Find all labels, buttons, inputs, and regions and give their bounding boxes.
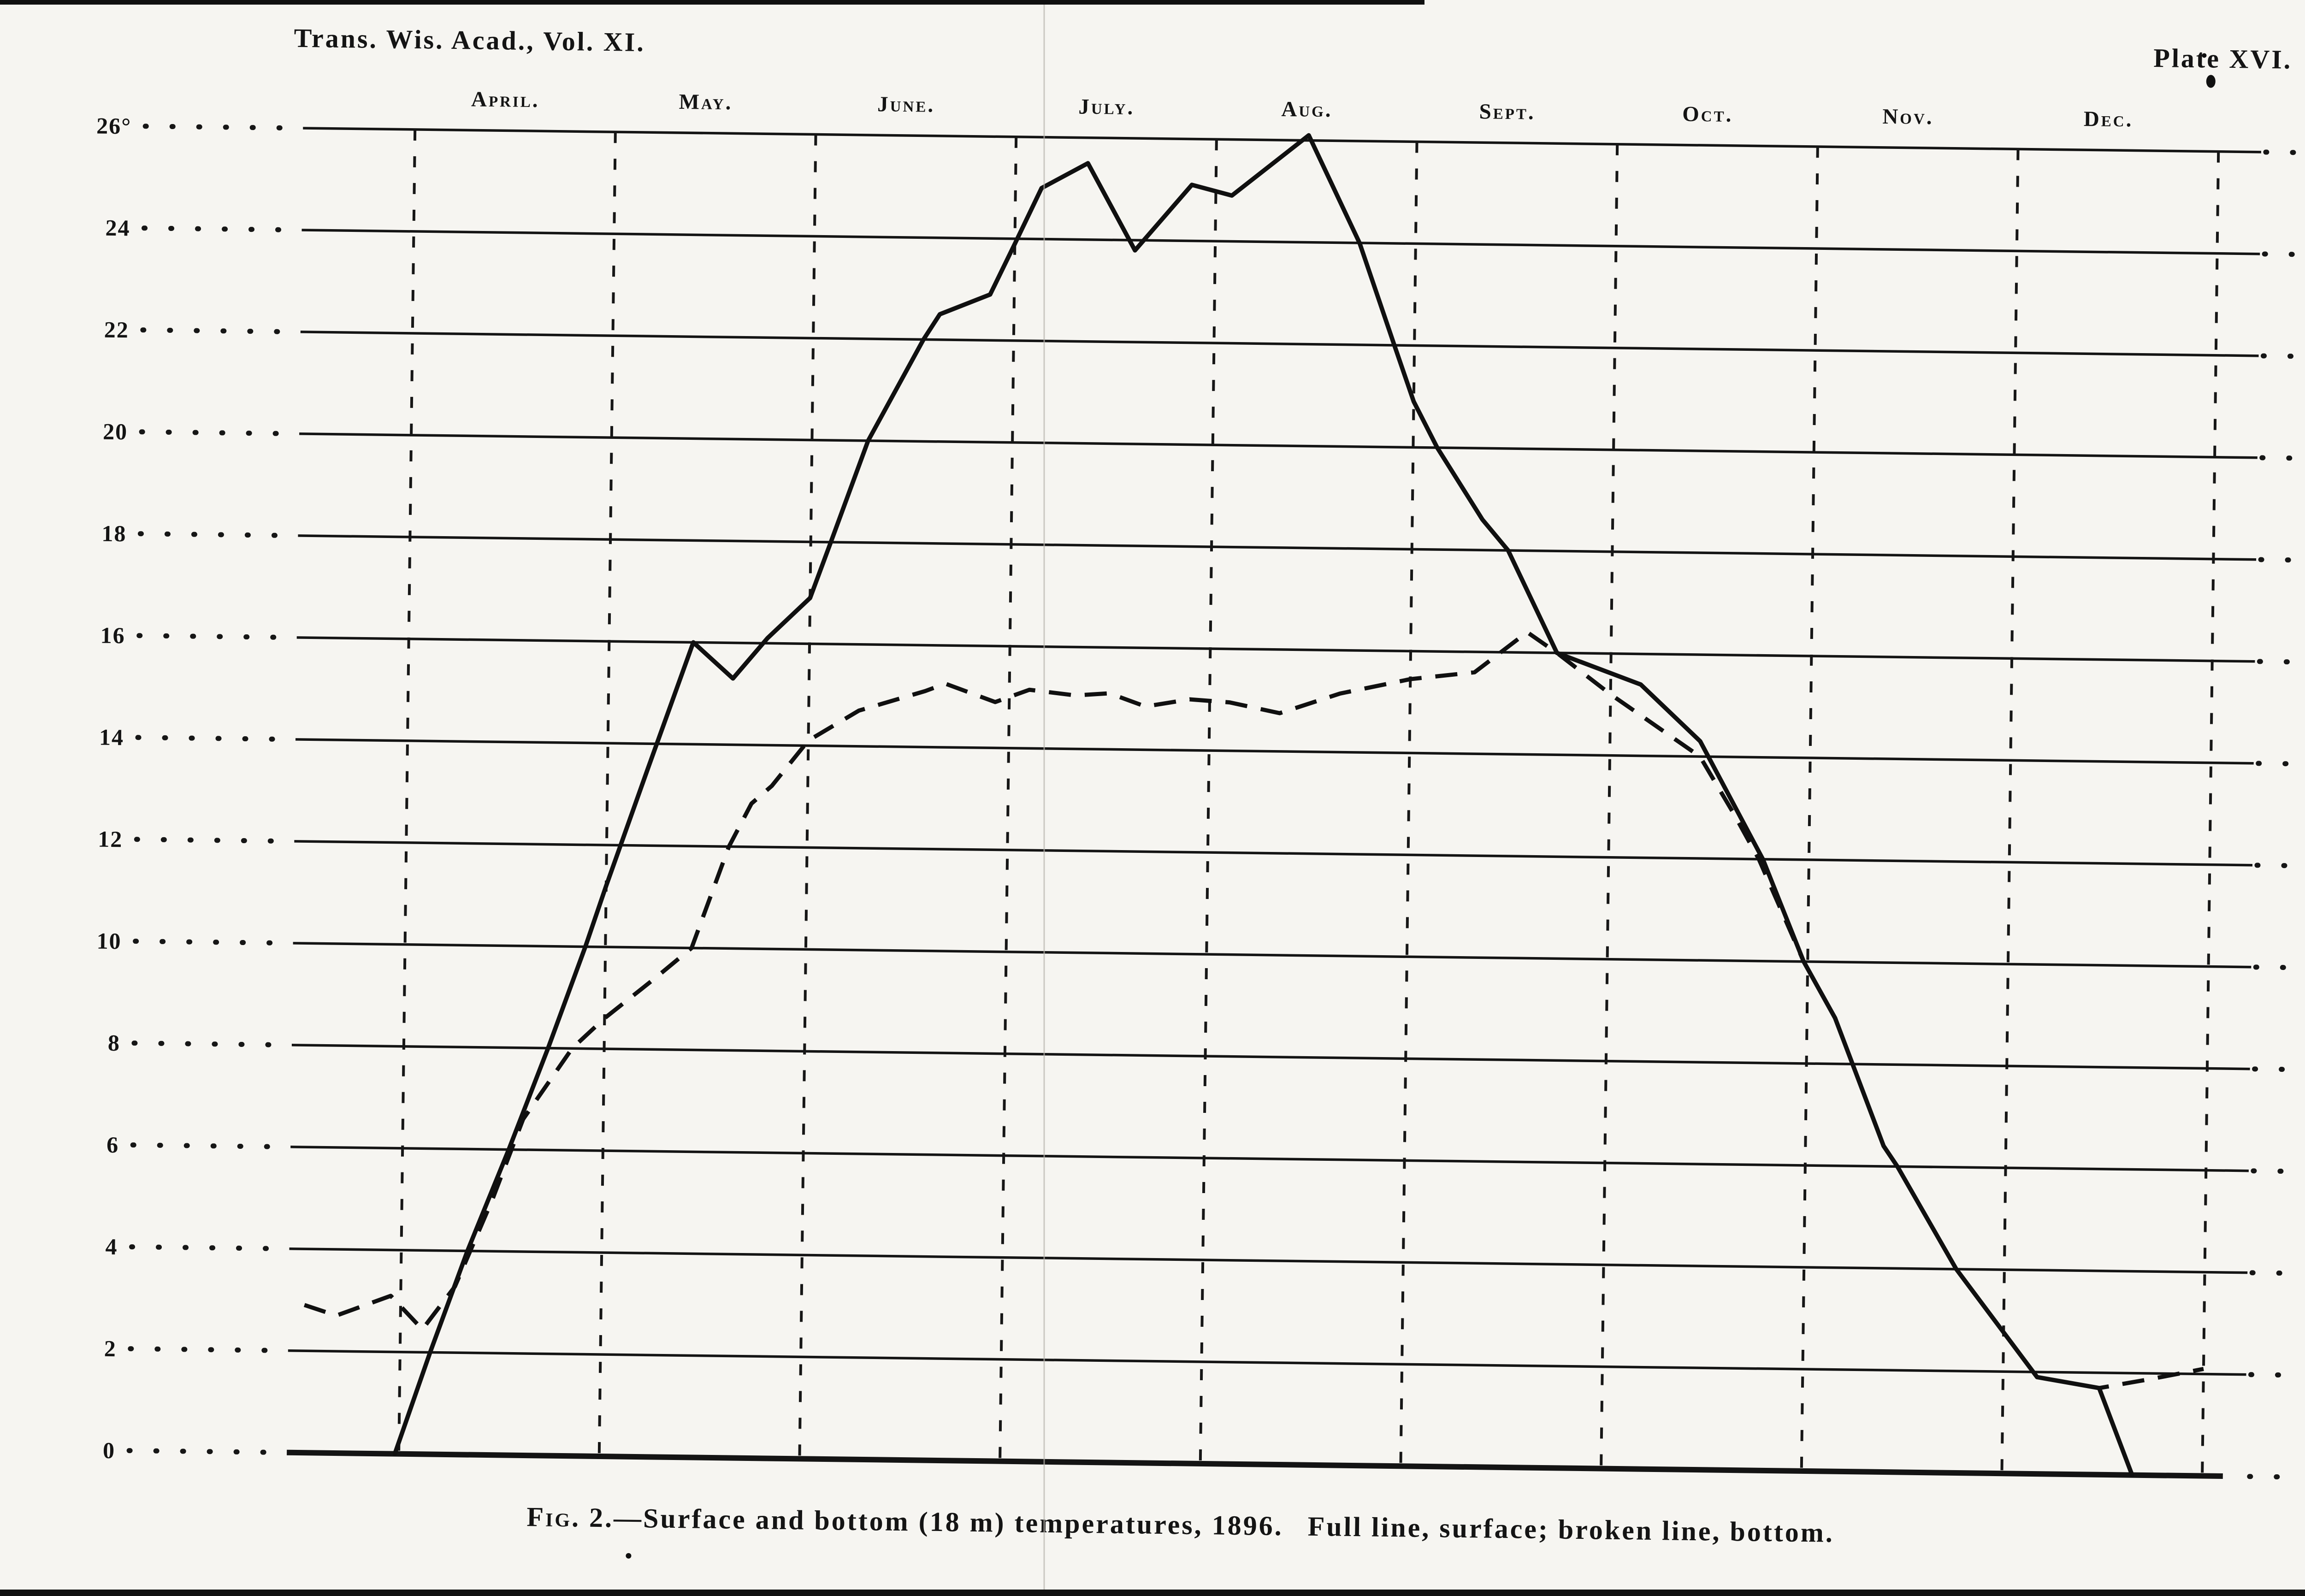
- y-tick-left-16: 16: [100, 622, 125, 649]
- gridline-20: [299, 432, 2258, 459]
- y-tick-left-12: 12: [98, 826, 123, 852]
- y-tick-left-14: 14: [99, 724, 124, 751]
- y-gridlines: [287, 127, 2261, 1479]
- leader-left-12: [134, 837, 293, 844]
- leader-left-0: [126, 1448, 286, 1455]
- ink-blot: [2206, 75, 2216, 88]
- gridline-22: [300, 331, 2259, 357]
- plate-content: Trans. Wis. Acad., Vol. XI. Plate XVI. 0…: [96, 23, 2305, 1559]
- leader-left-2: [128, 1346, 287, 1354]
- tick-leader-dots: [126, 124, 2305, 1480]
- month-boundary-4: [1199, 139, 1218, 1464]
- surface-temperature-curve: [392, 133, 2134, 1478]
- month-boundary-5: [1399, 142, 1418, 1466]
- gridline-8: [291, 1044, 2250, 1070]
- month-label-sept: Sept.: [1479, 100, 1536, 124]
- leader-left-4: [129, 1244, 289, 1252]
- month-boundary-9: [2201, 151, 2220, 1476]
- y-tick-left-22: 22: [104, 317, 130, 343]
- month-label-nov: Nov.: [1882, 105, 1934, 129]
- month-boundary-0: [397, 129, 417, 1454]
- plate-number: Plate XVI.: [2153, 43, 2293, 75]
- gridline-24: [301, 229, 2260, 255]
- month-boundary-7: [1800, 147, 1819, 1471]
- month-boundary-3: [999, 136, 1018, 1461]
- month-label-dec: Dec.: [2084, 107, 2134, 131]
- gridline-12: [294, 840, 2253, 867]
- ink-speck: [2202, 53, 2207, 58]
- gridline-4: [289, 1247, 2248, 1274]
- leader-left-8: [131, 1040, 291, 1048]
- month-boundary-2: [798, 134, 817, 1459]
- y-tick-labels: 0022446688101012121414161618182020222224…: [96, 112, 2305, 1490]
- month-boundary-6: [1600, 144, 1619, 1469]
- gridline-14: [295, 738, 2254, 765]
- leader-right-8: [2252, 1066, 2305, 1072]
- gridline-6: [290, 1146, 2249, 1172]
- leader-left-16: [136, 633, 296, 640]
- leader-right-14: [2256, 761, 2305, 767]
- leader-left-6: [130, 1142, 290, 1150]
- leader-right-10: [2253, 964, 2305, 970]
- leader-left-20: [139, 429, 298, 437]
- y-tick-left-0: 0: [103, 1437, 116, 1463]
- leader-left-26: [142, 124, 302, 131]
- figure-caption: Fig. 2.—Surface and bottom (18 m) temper…: [526, 1501, 1834, 1548]
- y-tick-left-8: 8: [108, 1030, 121, 1056]
- ink-dot-below-caption: [626, 1553, 632, 1559]
- figure-caption-label: Fig. 2.: [526, 1501, 614, 1533]
- month-label-july: July.: [1078, 95, 1135, 119]
- leader-left-10: [133, 939, 292, 946]
- y-tick-left-2: 2: [104, 1336, 117, 1361]
- month-label-aug: Aug.: [1281, 97, 1333, 122]
- month-label-may: May.: [679, 90, 733, 114]
- y-tick-left-24: 24: [105, 215, 130, 241]
- leader-left-14: [135, 735, 295, 742]
- scan-edge-bottom: [0, 1590, 2305, 1596]
- month-label-april: April.: [471, 87, 540, 112]
- month-label-oct: Oct.: [1682, 102, 1733, 127]
- month-labels: April. May. June. July. Aug. Sept. Oct. Nov. Dec…: [471, 87, 2134, 131]
- y-tick-left-6: 6: [106, 1132, 119, 1158]
- month-label-june: June.: [877, 92, 935, 117]
- month-boundary-lines: [397, 129, 2220, 1476]
- y-tick-left-20: 20: [103, 419, 128, 445]
- month-boundary-1: [597, 132, 617, 1457]
- scan-edge-top: [0, 0, 1424, 5]
- bottom-temperature-curve: [303, 630, 2204, 1390]
- figure-caption-text: —Surface and bottom (18 m) temperatures,…: [613, 1502, 1835, 1548]
- gridline-2: [288, 1349, 2246, 1376]
- leader-right-26: [2263, 149, 2305, 155]
- gridline-0: [287, 1449, 2223, 1479]
- leader-left-24: [142, 225, 301, 233]
- leader-right-12: [2254, 863, 2305, 869]
- gridline-18: [298, 534, 2257, 561]
- leader-left-18: [137, 531, 297, 538]
- y-tick-left-4: 4: [105, 1234, 118, 1259]
- y-tick-left-10: 10: [96, 928, 122, 954]
- y-tick-left-26: 26°: [96, 112, 132, 139]
- gridline-26: [303, 127, 2261, 154]
- y-tick-left-18: 18: [101, 520, 127, 547]
- month-boundary-8: [2000, 149, 2020, 1474]
- gridline-10: [293, 942, 2252, 969]
- journal-header: Trans. Wis. Acad., Vol. XI.: [294, 23, 645, 57]
- leader-left-22: [140, 327, 300, 335]
- gridline-16: [296, 636, 2255, 663]
